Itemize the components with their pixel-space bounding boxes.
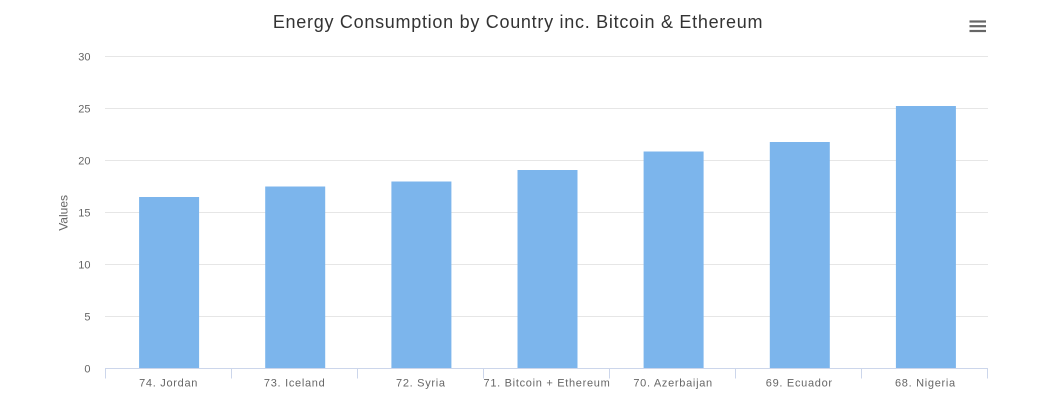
svg-text:71. Bitcoin + Ethereum: 71. Bitcoin + Ethereum (484, 378, 611, 390)
svg-text:20: 20 (78, 156, 90, 168)
svg-text:10: 10 (78, 260, 90, 272)
svg-text:5: 5 (84, 312, 90, 324)
svg-text:72. Syria: 72. Syria (396, 378, 446, 390)
svg-text:69. Ecuador: 69. Ecuador (766, 378, 833, 390)
svg-text:68. Nigeria: 68. Nigeria (895, 378, 956, 390)
svg-text:25: 25 (78, 104, 90, 116)
svg-text:30: 30 (78, 52, 90, 64)
svg-text:70. Azerbaijan: 70. Azerbaijan (633, 378, 713, 390)
svg-text:Energy Consumption by Country: Energy Consumption by Country inc. Bitco… (273, 12, 763, 32)
svg-text:74. Jordan: 74. Jordan (139, 378, 198, 390)
svg-text:15: 15 (78, 208, 90, 220)
svg-text:0: 0 (84, 364, 90, 376)
svg-text:73. Iceland: 73. Iceland (264, 378, 326, 390)
svg-text:Values: Values (57, 195, 71, 231)
